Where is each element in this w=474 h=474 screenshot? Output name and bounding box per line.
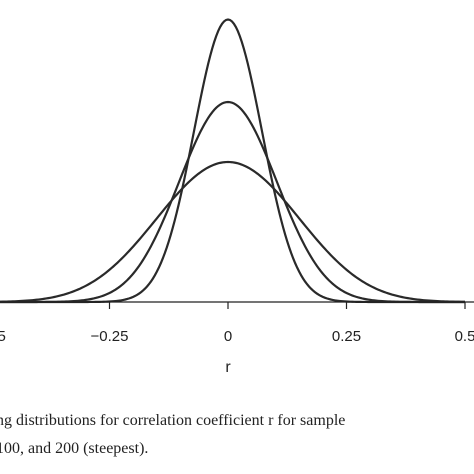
curve-n-200 <box>0 18 465 304</box>
x-axis-label: r <box>225 359 231 376</box>
figure-caption-line1: ng distributions for correlation coeffic… <box>0 412 346 429</box>
x-tick-label: −0.25 <box>91 328 129 345</box>
x-tick-label: −0.5 <box>0 328 6 345</box>
x-tick-label: 0 <box>224 328 232 345</box>
x-tick-label: 0.25 <box>332 328 361 345</box>
curves <box>0 18 466 304</box>
x-axis-ticks: −0.5 −0.25 0 0.25 0.5 <box>0 302 474 345</box>
x-tick-label: 0.5 <box>455 328 474 345</box>
curve-n-50 <box>0 160 466 303</box>
figure-caption-line2: 100, and 200 (steepest). <box>0 440 149 457</box>
curve-n-100 <box>0 100 465 304</box>
